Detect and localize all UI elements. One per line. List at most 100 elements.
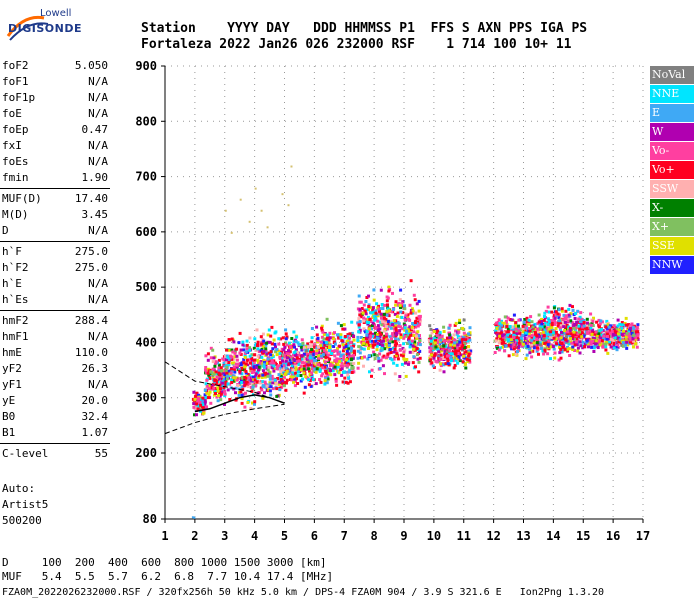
echo-point	[240, 385, 244, 389]
echo-point	[437, 356, 441, 360]
echo-point	[636, 323, 640, 327]
echo-point	[295, 359, 299, 363]
echo-point	[274, 350, 278, 354]
echo-point	[347, 347, 351, 351]
echo-point	[543, 311, 547, 315]
echo-point	[528, 332, 532, 335]
echo-point	[504, 344, 508, 348]
echo-point	[611, 338, 615, 342]
echo-point	[598, 322, 602, 326]
echo-point	[225, 361, 229, 365]
echo-point	[357, 361, 361, 365]
echo-point	[204, 368, 207, 372]
echo-point	[569, 319, 573, 323]
echo-point	[510, 318, 514, 322]
echo-point	[585, 323, 588, 327]
legend-item-nnw: NNW	[650, 256, 694, 274]
echo-point	[527, 347, 531, 351]
echo-point	[247, 381, 251, 385]
echo-point	[256, 347, 260, 351]
echo-point	[626, 328, 630, 332]
echo-point	[377, 356, 381, 360]
echo-point	[578, 315, 582, 319]
echo-point	[577, 324, 581, 328]
param-name: foF1p	[2, 91, 36, 104]
stray-echo-point	[266, 226, 269, 229]
echo-point	[401, 311, 405, 315]
echo-point	[256, 340, 260, 344]
echo-point	[233, 370, 237, 374]
echo-point	[326, 375, 330, 379]
echo-point	[346, 334, 350, 338]
echo-point	[239, 363, 243, 367]
echo-point	[535, 349, 539, 353]
echo-point	[327, 340, 331, 344]
echo-point	[453, 343, 456, 347]
echo-point	[315, 349, 319, 353]
echo-point	[550, 323, 554, 327]
echo-point	[381, 343, 384, 347]
echo-point	[322, 343, 326, 347]
param-value: 55	[94, 447, 108, 460]
echo-point	[307, 363, 311, 367]
echo-point	[282, 384, 286, 388]
echo-point	[540, 322, 544, 326]
echo-point	[523, 318, 527, 321]
echo-point	[282, 342, 286, 346]
echo-point	[431, 364, 435, 368]
echo-point	[335, 357, 339, 361]
param-name: yE	[2, 394, 16, 407]
echo-point	[283, 345, 287, 349]
echo-point	[227, 338, 231, 342]
echo-point	[389, 323, 392, 327]
echo-point	[399, 288, 403, 292]
param-name: foEp	[2, 123, 29, 136]
echo-point	[438, 368, 442, 372]
echo-point	[329, 373, 333, 377]
echo-point	[301, 341, 305, 345]
echo-point	[506, 330, 510, 334]
echo-point	[335, 333, 339, 337]
echo-point	[298, 357, 302, 361]
x-tick-label: 2	[191, 529, 198, 543]
echo-point	[373, 323, 376, 327]
param-row: fmin 1.90	[0, 170, 110, 186]
echo-point	[444, 362, 448, 366]
echo-point	[243, 356, 247, 359]
echo-point	[616, 318, 620, 322]
echo-point	[581, 325, 585, 329]
echo-point	[623, 338, 627, 342]
echo-point	[378, 320, 382, 324]
echo-point	[223, 373, 227, 377]
param-name: D	[2, 224, 9, 237]
echo-point	[260, 364, 264, 368]
echo-point	[450, 359, 453, 362]
echo-point	[612, 324, 616, 328]
echo-point	[204, 382, 208, 386]
echo-point	[512, 347, 516, 351]
echo-point	[467, 349, 470, 353]
echo-point	[243, 368, 246, 372]
echo-point	[524, 333, 528, 337]
echo-point	[446, 362, 450, 365]
echo-point	[581, 327, 585, 331]
echo-point	[334, 379, 338, 383]
echo-point	[458, 340, 462, 344]
echo-point	[385, 345, 389, 349]
echo-point	[417, 360, 421, 364]
echo-point	[279, 361, 282, 365]
echo-point	[446, 356, 449, 360]
echo-point	[394, 303, 398, 307]
echo-point	[411, 350, 415, 354]
echo-point	[250, 358, 254, 362]
echo-point	[407, 336, 411, 340]
echo-point	[318, 378, 322, 381]
echo-point	[527, 327, 531, 330]
echo-point	[455, 355, 459, 359]
echo-point	[303, 385, 307, 389]
echo-point	[566, 331, 570, 335]
echo-point	[320, 335, 324, 339]
echo-point	[428, 350, 432, 354]
echo-point	[597, 325, 601, 329]
echo-point	[256, 354, 260, 358]
